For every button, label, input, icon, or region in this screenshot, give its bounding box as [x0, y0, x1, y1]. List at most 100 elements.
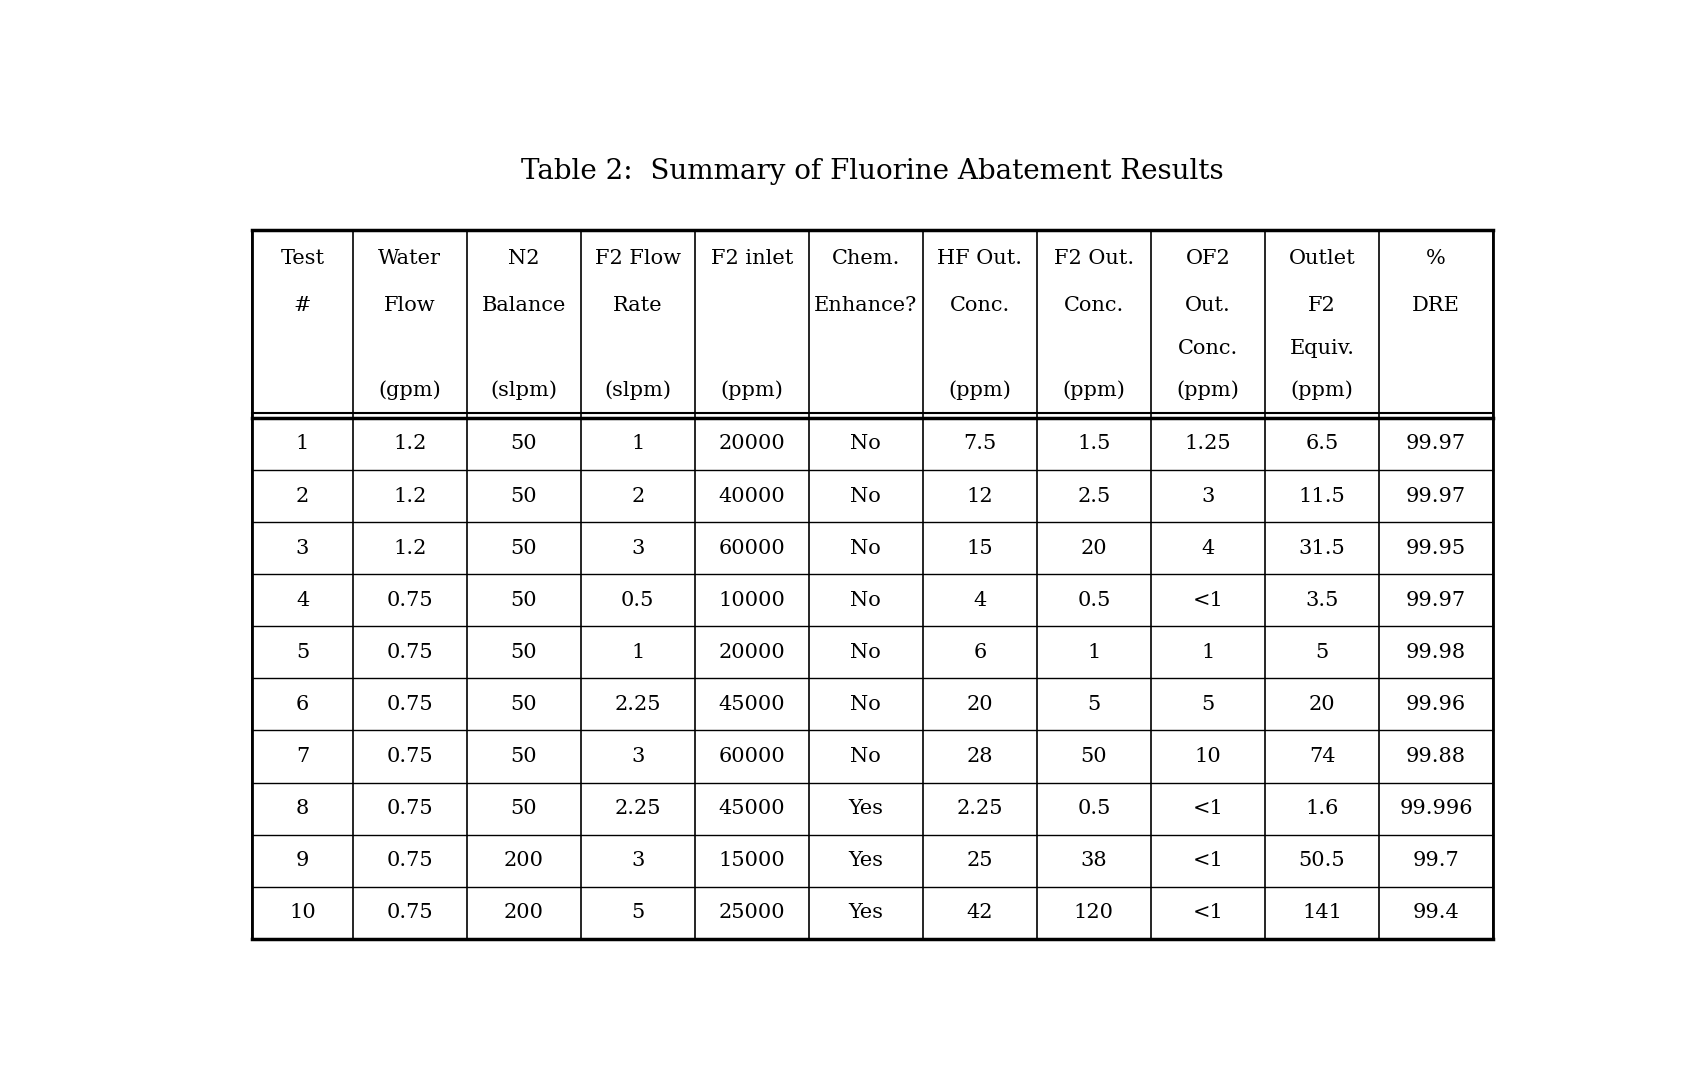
- Text: 11.5: 11.5: [1299, 486, 1345, 506]
- Text: Rate: Rate: [613, 296, 662, 315]
- Text: #: #: [295, 296, 312, 315]
- Text: 9: 9: [296, 851, 310, 871]
- Text: 50: 50: [511, 799, 536, 818]
- Text: 141: 141: [1303, 903, 1342, 923]
- Text: 99.996: 99.996: [1400, 799, 1473, 818]
- Text: 99.98: 99.98: [1407, 643, 1466, 662]
- Text: <1: <1: [1192, 903, 1223, 923]
- Text: (ppm): (ppm): [1177, 380, 1240, 400]
- Text: 3: 3: [632, 747, 644, 766]
- Text: 99.4: 99.4: [1413, 903, 1459, 923]
- Text: No: No: [850, 434, 880, 454]
- Text: 99.88: 99.88: [1407, 747, 1466, 766]
- Text: Yes: Yes: [848, 903, 884, 923]
- Text: 15: 15: [967, 538, 993, 558]
- Text: (slpm): (slpm): [490, 380, 557, 400]
- Text: 50.5: 50.5: [1299, 851, 1345, 871]
- Text: 28: 28: [967, 747, 993, 766]
- Text: %: %: [1425, 249, 1446, 268]
- Text: Out.: Out.: [1185, 296, 1231, 315]
- Text: 31.5: 31.5: [1299, 538, 1345, 558]
- Text: 2: 2: [632, 486, 644, 506]
- Text: 3.5: 3.5: [1304, 590, 1339, 610]
- Text: 5: 5: [1201, 695, 1214, 714]
- Text: 4: 4: [296, 590, 310, 610]
- Text: 42: 42: [967, 903, 993, 923]
- Text: 99.97: 99.97: [1407, 486, 1466, 506]
- Text: (ppm): (ppm): [949, 380, 1012, 400]
- Text: 5: 5: [296, 643, 310, 662]
- Text: 5: 5: [632, 903, 644, 923]
- Text: Outlet: Outlet: [1289, 249, 1356, 268]
- Text: Yes: Yes: [848, 799, 884, 818]
- Text: 4: 4: [972, 590, 986, 610]
- Text: No: No: [850, 747, 880, 766]
- Text: 0.5: 0.5: [1078, 590, 1110, 610]
- Text: 6: 6: [972, 643, 986, 662]
- Text: 20: 20: [967, 695, 993, 714]
- Text: F2 Out.: F2 Out.: [1054, 249, 1134, 268]
- Text: 74: 74: [1310, 747, 1335, 766]
- Text: 7: 7: [296, 747, 310, 766]
- Text: <1: <1: [1192, 590, 1223, 610]
- Text: 10: 10: [1194, 747, 1221, 766]
- Text: 45000: 45000: [719, 695, 785, 714]
- Text: 5: 5: [1315, 643, 1328, 662]
- Text: 60000: 60000: [719, 747, 785, 766]
- Text: (ppm): (ppm): [720, 380, 783, 400]
- Text: 45000: 45000: [719, 799, 785, 818]
- Text: 8: 8: [296, 799, 310, 818]
- Text: 20: 20: [1308, 695, 1335, 714]
- Text: 1.2: 1.2: [393, 486, 426, 506]
- Text: 40000: 40000: [719, 486, 785, 506]
- Text: F2: F2: [1308, 296, 1335, 315]
- Text: 1: 1: [1201, 643, 1214, 662]
- Text: 1: 1: [296, 434, 310, 454]
- Text: 0.75: 0.75: [387, 903, 433, 923]
- Text: 99.7: 99.7: [1413, 851, 1459, 871]
- Text: 4: 4: [1201, 538, 1214, 558]
- Text: 1.25: 1.25: [1185, 434, 1231, 454]
- Text: (ppm): (ppm): [1291, 380, 1354, 400]
- Text: 0.75: 0.75: [387, 695, 433, 714]
- Text: Enhance?: Enhance?: [814, 296, 918, 315]
- Text: 2: 2: [296, 486, 310, 506]
- Bar: [252, 230, 1494, 939]
- Text: 0.75: 0.75: [387, 799, 433, 818]
- Text: 0.75: 0.75: [387, 747, 433, 766]
- Text: 0.75: 0.75: [387, 643, 433, 662]
- Text: No: No: [850, 486, 880, 506]
- Text: 20: 20: [1081, 538, 1107, 558]
- Text: 20000: 20000: [719, 643, 785, 662]
- Text: 1.6: 1.6: [1304, 799, 1339, 818]
- Text: (gpm): (gpm): [378, 380, 441, 400]
- Text: Flow: Flow: [383, 296, 436, 315]
- Text: 1: 1: [632, 643, 644, 662]
- Text: 7.5: 7.5: [964, 434, 996, 454]
- Text: 25: 25: [967, 851, 993, 871]
- Text: 200: 200: [504, 851, 543, 871]
- Text: F2 Flow: F2 Flow: [594, 249, 681, 268]
- Text: 10000: 10000: [719, 590, 785, 610]
- Text: 99.96: 99.96: [1407, 695, 1466, 714]
- Text: 60000: 60000: [719, 538, 785, 558]
- Text: 15000: 15000: [719, 851, 785, 871]
- Text: 1.5: 1.5: [1078, 434, 1110, 454]
- Text: No: No: [850, 695, 880, 714]
- Text: 6.5: 6.5: [1306, 434, 1339, 454]
- Text: 50: 50: [511, 590, 536, 610]
- Text: 1: 1: [632, 434, 644, 454]
- Text: 99.97: 99.97: [1407, 434, 1466, 454]
- Text: 38: 38: [1081, 851, 1107, 871]
- Text: 2.25: 2.25: [615, 799, 661, 818]
- Text: 50: 50: [511, 747, 536, 766]
- Text: 0.75: 0.75: [387, 590, 433, 610]
- Text: 2.25: 2.25: [615, 695, 661, 714]
- Text: 50: 50: [511, 643, 536, 662]
- Text: 12: 12: [967, 486, 993, 506]
- Text: 99.97: 99.97: [1407, 590, 1466, 610]
- Text: 6: 6: [296, 695, 310, 714]
- Text: DRE: DRE: [1412, 296, 1459, 315]
- Text: 3: 3: [632, 538, 644, 558]
- Text: (ppm): (ppm): [1063, 380, 1126, 400]
